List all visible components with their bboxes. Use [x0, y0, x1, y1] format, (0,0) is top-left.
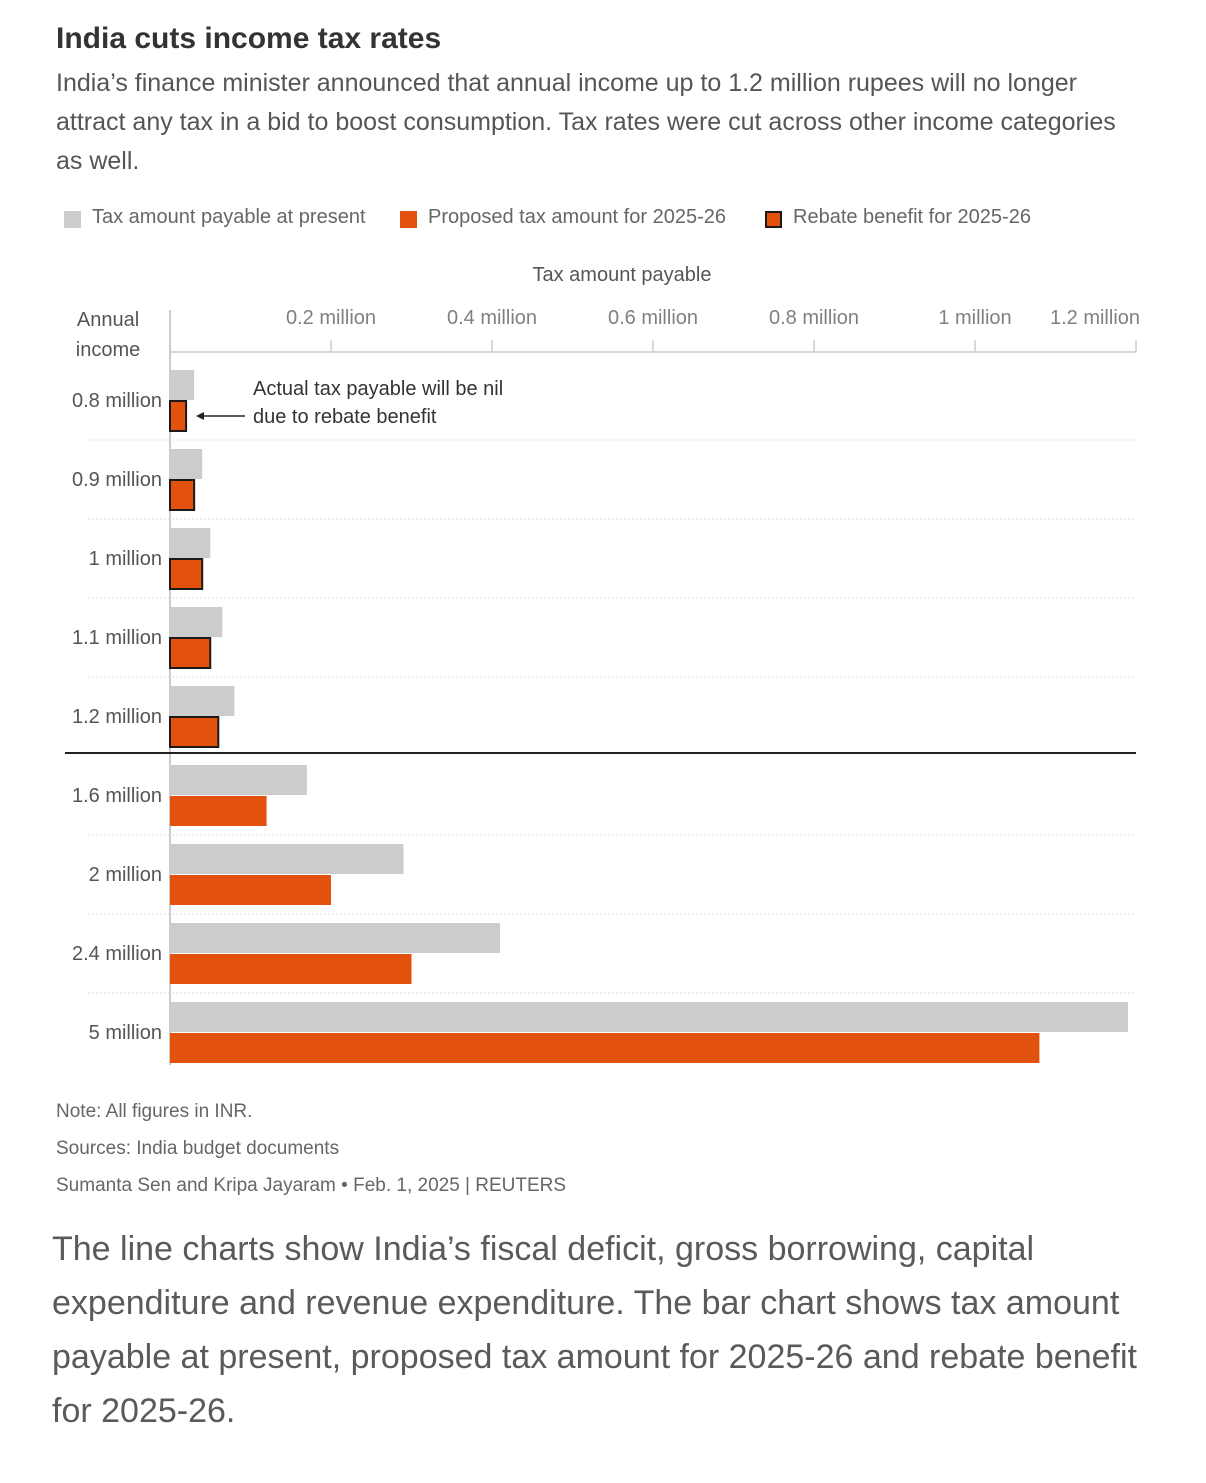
bar-present — [170, 765, 307, 795]
footer-note: Note: All figures in INR. — [56, 1101, 253, 1122]
bar-present — [170, 686, 235, 716]
bar-proposed — [170, 875, 331, 905]
bar-rebate — [169, 637, 212, 669]
y-category-label: 1.1 million — [72, 627, 162, 649]
bar-present — [170, 528, 211, 558]
annotation-text-line-2: due to rebate benefit — [253, 406, 437, 428]
bar-present — [170, 844, 404, 874]
bar-rebate — [169, 558, 204, 590]
bar-present — [170, 923, 501, 953]
x-tick-label: 0.2 million — [286, 307, 376, 329]
legend-label-rebate: Rebate benefit for 2025-26 — [793, 206, 1031, 228]
y-axis-title: Annual income — [76, 309, 140, 361]
bar-present — [170, 370, 195, 400]
legend-swatch-proposed — [400, 211, 417, 228]
chart-title: India cuts income tax rates — [56, 22, 442, 55]
bar-chart: Tax amount payable Annual income 0.2 millio… — [65, 264, 1140, 1065]
chart-footer: Note: All figures in INR. Sources: India… — [56, 1093, 566, 1204]
x-tick-label: 1 million — [938, 307, 1011, 329]
bar-present — [170, 1002, 1128, 1032]
footer-credit: Sumanta Sen and Kripa Jayaram • Feb. 1, … — [56, 1175, 567, 1196]
image-caption: The line charts show India’s fiscal defi… — [52, 1230, 1137, 1430]
annotation-text-line-1: Actual tax payable will be nil — [253, 378, 503, 400]
x-tick-label: 0.4 million — [447, 307, 537, 329]
x-tick-label: 1.2 million — [1050, 307, 1140, 329]
y-category-label: 2.4 million — [72, 943, 162, 965]
bar-rebate — [169, 716, 220, 748]
y-category-label: 2 million — [89, 864, 162, 886]
legend-label-proposed: Proposed tax amount for 2025-26 — [428, 206, 726, 228]
y-category-label: 0.9 million — [72, 469, 162, 491]
y-axis-title-line: income — [76, 339, 140, 361]
bar-present — [170, 449, 203, 479]
y-category-label: 1.2 million — [72, 706, 162, 728]
y-category-label: 0.8 million — [72, 390, 162, 412]
legend-swatch-rebate — [765, 211, 782, 228]
bar-rebate — [169, 400, 188, 432]
footer-sources: Sources: India budget documents — [56, 1138, 340, 1159]
annotation-arrow-head — [196, 412, 204, 420]
bar-rebate — [169, 479, 196, 511]
x-tick-label: 0.6 million — [608, 307, 698, 329]
y-axis-title-line: Annual — [77, 309, 139, 331]
x-axis-title: Tax amount payable — [532, 264, 711, 286]
bar-proposed — [170, 796, 267, 826]
y-category-label: 5 million — [89, 1022, 162, 1044]
bar-proposed — [170, 1033, 1040, 1063]
legend-label-present: Tax amount payable at present — [92, 206, 366, 228]
y-category-label: 1.6 million — [72, 785, 162, 807]
legend-swatch-present — [64, 211, 81, 228]
y-category-label: 1 million — [89, 548, 162, 570]
bar-present — [170, 607, 223, 637]
chart-subtitle: India’s finance minister announced that … — [56, 69, 1116, 175]
bar-proposed — [170, 954, 412, 984]
x-tick-label: 0.8 million — [769, 307, 859, 329]
